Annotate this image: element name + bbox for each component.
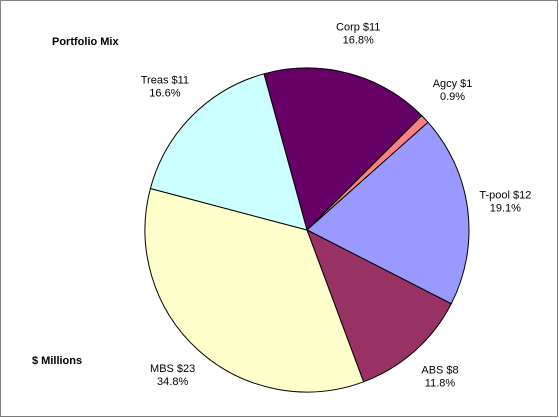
- value-label: 0.9%: [440, 91, 465, 103]
- amount-label: $11: [363, 22, 381, 34]
- value-label: 19.1%: [490, 203, 521, 215]
- category-label: ABS: [421, 364, 443, 376]
- amount-label: $11: [171, 74, 189, 86]
- category-label: MBS: [150, 363, 174, 375]
- amount-label: $23: [177, 363, 195, 375]
- slice-label: Treas $11: [141, 74, 189, 86]
- chart-subtitle: $ Millions: [32, 355, 82, 367]
- category-label: Corp: [336, 22, 360, 34]
- category-label: Treas: [141, 74, 169, 86]
- value-label: 16.6%: [149, 87, 180, 99]
- amount-label: $12: [513, 190, 531, 202]
- pie-slice: [306, 228, 452, 383]
- amount-label: $8: [446, 364, 458, 376]
- pie-slice: [144, 187, 365, 393]
- slice-label: Agcy $1: [433, 78, 473, 90]
- value-label: 34.8%: [157, 376, 188, 388]
- pie-slice: [306, 121, 470, 305]
- amount-label: $1: [460, 78, 472, 90]
- slice-label: MBS $23: [150, 363, 195, 375]
- value-label: 11.8%: [425, 377, 456, 389]
- category-label: Agcy: [433, 78, 458, 90]
- pie-slice: [263, 67, 423, 231]
- slice-label: ABS $8: [421, 364, 458, 376]
- chart-title: Portfolio Mix: [52, 36, 119, 48]
- slice-label: Corp $11: [336, 22, 380, 34]
- pie-slice: [149, 73, 308, 231]
- slice-label: T-pool $12: [479, 190, 531, 202]
- category-label: T-pool: [479, 190, 510, 202]
- value-label: 16.8%: [343, 35, 374, 47]
